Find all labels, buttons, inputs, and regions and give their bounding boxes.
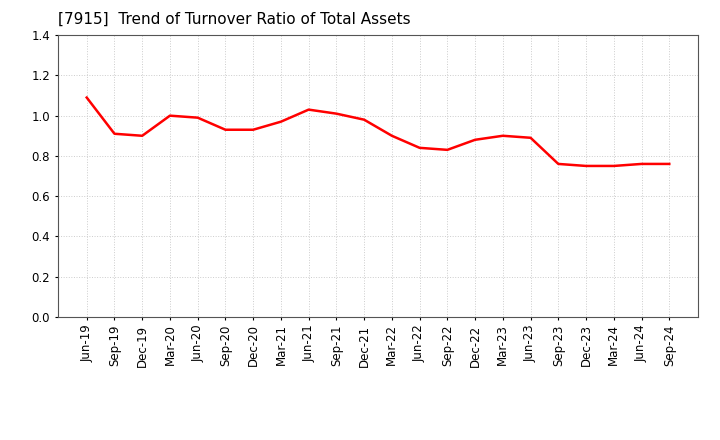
Text: [7915]  Trend of Turnover Ratio of Total Assets: [7915] Trend of Turnover Ratio of Total … <box>58 12 410 27</box>
